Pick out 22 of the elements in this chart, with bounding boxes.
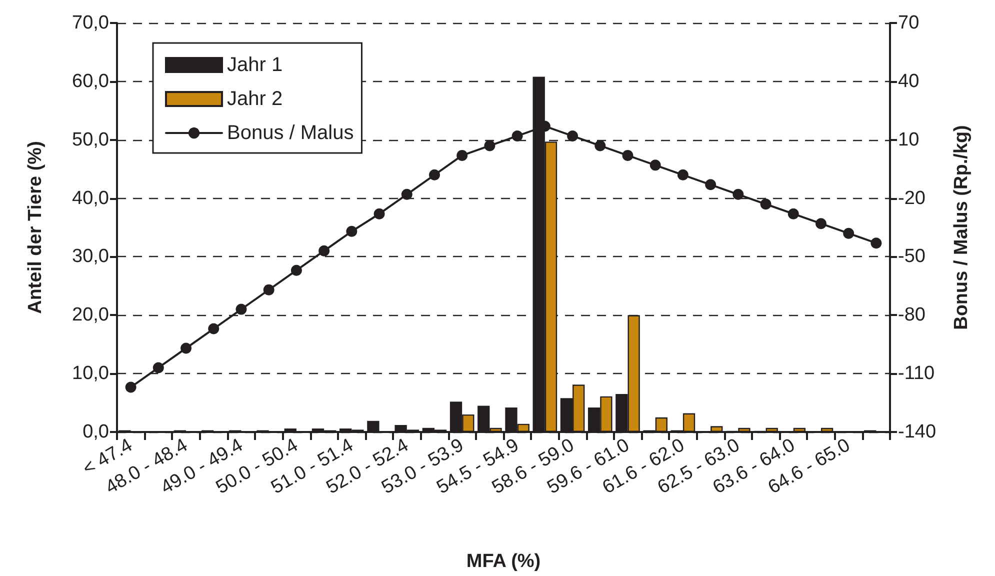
- y-tick-label: 0,0: [82, 422, 109, 442]
- y-tick-label: 40,0: [72, 188, 109, 209]
- y2-tick-label: -50: [898, 246, 926, 268]
- y2-tick-label: -20: [898, 188, 926, 209]
- y2-tick-label: -80: [898, 304, 926, 326]
- y2-tick-label: 10: [898, 129, 920, 150]
- y-tick-label: 60,0: [72, 70, 109, 92]
- y2-tick-label: 70: [898, 12, 920, 34]
- y-tick-label: 20,0: [72, 304, 109, 326]
- legend-label: Jahr 2: [227, 88, 283, 110]
- y-axis-title: Anteil der Tiere (%): [25, 141, 46, 314]
- x-axis-title: MFA (%): [466, 551, 541, 572]
- legend-label: Bonus / Malus: [227, 122, 354, 144]
- y2-tick-label: 40: [898, 70, 920, 92]
- y-tick-label: 10,0: [72, 363, 109, 384]
- y2-tick-label: -140: [898, 422, 936, 442]
- y-tick-label: 70,0: [72, 12, 109, 34]
- y2-axis-title: Bonus / Malus (Rp./kg): [951, 125, 972, 330]
- y-tick-label: 50,0: [72, 129, 109, 150]
- y2-tick-label: -110: [898, 363, 935, 384]
- legend-label: Jahr 1: [227, 54, 283, 76]
- y-tick-label: 30,0: [72, 246, 109, 268]
